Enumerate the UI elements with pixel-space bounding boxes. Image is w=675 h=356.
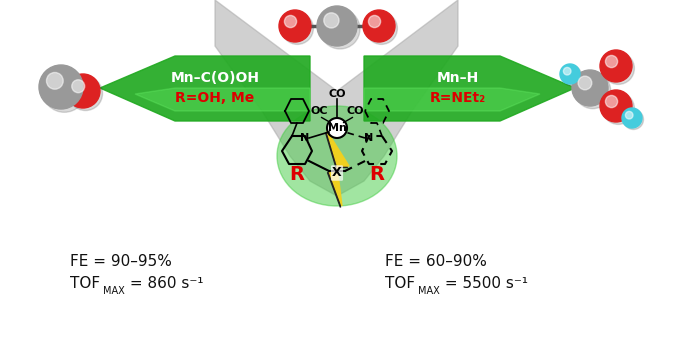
Polygon shape	[364, 88, 540, 111]
Circle shape	[562, 66, 581, 85]
Circle shape	[317, 6, 357, 46]
Circle shape	[600, 90, 632, 122]
Text: Mn–C(O)OH: Mn–C(O)OH	[171, 71, 259, 85]
Ellipse shape	[277, 106, 397, 206]
Circle shape	[560, 64, 580, 84]
Circle shape	[574, 73, 611, 109]
Circle shape	[363, 10, 395, 42]
Text: R: R	[290, 164, 304, 183]
Text: X: X	[332, 167, 342, 179]
Circle shape	[626, 111, 633, 119]
Text: R=NEt₂: R=NEt₂	[430, 91, 486, 105]
Circle shape	[622, 108, 642, 128]
Circle shape	[324, 13, 339, 28]
Text: FE = 90–95%: FE = 90–95%	[70, 253, 172, 268]
Circle shape	[578, 76, 592, 90]
Circle shape	[47, 73, 63, 89]
Circle shape	[600, 50, 632, 82]
Text: OC: OC	[310, 106, 328, 116]
Circle shape	[602, 52, 634, 84]
Circle shape	[39, 65, 83, 109]
Circle shape	[572, 70, 608, 106]
Polygon shape	[325, 132, 348, 208]
Polygon shape	[364, 56, 575, 121]
Circle shape	[327, 118, 347, 138]
Text: CO: CO	[346, 106, 364, 116]
Text: FE = 60–90%: FE = 60–90%	[385, 253, 487, 268]
Text: MAX: MAX	[103, 286, 125, 296]
Text: R=OH, Me: R=OH, Me	[176, 91, 254, 105]
Circle shape	[43, 68, 86, 112]
Circle shape	[605, 56, 618, 68]
Polygon shape	[100, 56, 310, 121]
Text: = 860 s⁻¹: = 860 s⁻¹	[125, 277, 203, 292]
Circle shape	[281, 12, 313, 44]
Circle shape	[564, 67, 571, 75]
Text: = 5500 s⁻¹: = 5500 s⁻¹	[440, 277, 528, 292]
Circle shape	[279, 10, 311, 42]
Text: N: N	[364, 133, 374, 143]
Text: Mn: Mn	[327, 123, 346, 133]
Circle shape	[69, 77, 103, 111]
Circle shape	[66, 74, 100, 108]
Polygon shape	[327, 131, 349, 206]
Text: N: N	[300, 133, 310, 143]
Polygon shape	[135, 88, 310, 111]
Circle shape	[605, 95, 618, 108]
Circle shape	[369, 15, 381, 28]
Circle shape	[602, 93, 634, 124]
Circle shape	[72, 80, 84, 93]
Circle shape	[284, 15, 296, 28]
Text: TOF: TOF	[70, 277, 100, 292]
Circle shape	[320, 9, 360, 49]
Circle shape	[624, 110, 643, 130]
Text: CO: CO	[328, 89, 346, 99]
Circle shape	[365, 12, 398, 44]
Text: TOF: TOF	[385, 277, 415, 292]
Text: Mn–H: Mn–H	[437, 71, 479, 85]
Text: MAX: MAX	[418, 286, 439, 296]
Text: R: R	[369, 164, 385, 183]
Polygon shape	[215, 0, 458, 196]
